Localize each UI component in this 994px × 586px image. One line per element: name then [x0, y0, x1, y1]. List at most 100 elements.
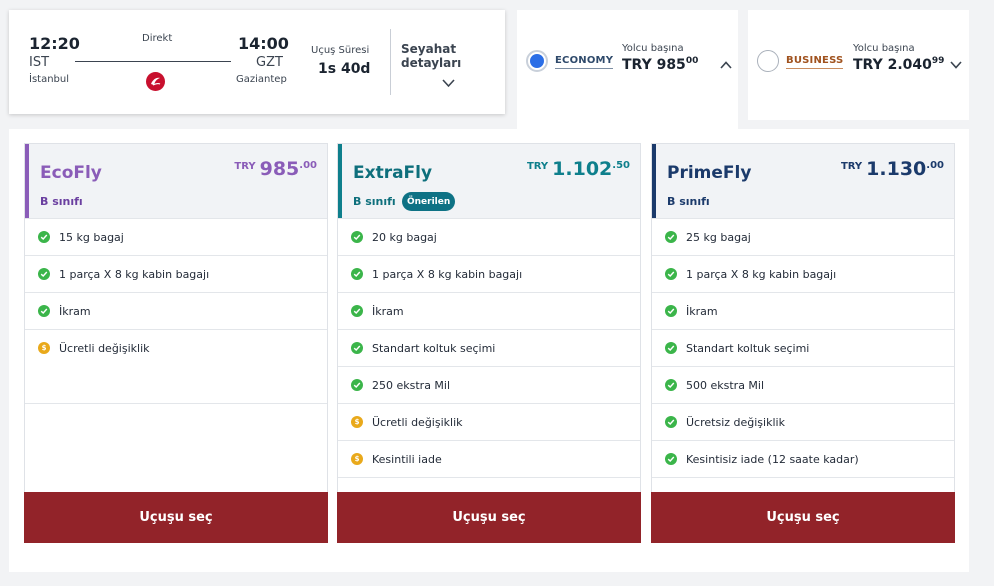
check-icon [351, 268, 363, 280]
cabin-option-economy[interactable]: ECONOMY Yolcu başına TRY 98500 [517, 10, 738, 130]
economy-radio[interactable] [526, 50, 548, 72]
fare-currency: TRY [840, 161, 863, 172]
select-flight-button[interactable]: Uçuşu seç [24, 492, 328, 543]
chevron-up-icon[interactable] [720, 54, 732, 73]
fare-card-ecofly: EcoFly B sınıfı TRY 985 .00 15 kg bagaj … [24, 143, 328, 543]
select-flight-button[interactable]: Uçuşu seç [337, 492, 641, 543]
feature-item: 15 kg bagaj [25, 218, 327, 255]
fare-header: PrimeFly B sınıfı TRY 1.130 .00 [652, 144, 954, 218]
feature-item: 20 kg bagaj [338, 218, 640, 255]
feature-text: 1 parça X 8 kg kabin bagajı [59, 267, 210, 281]
business-radio[interactable] [757, 50, 779, 72]
fare-currency: TRY [234, 161, 256, 172]
economy-price-main: TRY 985 [622, 57, 686, 73]
turkish-airlines-logo-icon [146, 72, 165, 91]
feature-text: Kesintisiz iade (12 saate kadar) [686, 452, 859, 466]
fare-price-decimal: .00 [299, 160, 317, 171]
arrival-time: 14:00 [238, 34, 289, 53]
check-icon [38, 268, 50, 280]
feature-item: Standart koltuk seçimi [338, 329, 640, 366]
departure-code: IST [29, 55, 50, 70]
divider [652, 477, 954, 478]
duration-value: 1s 40d [318, 61, 371, 77]
fare-price: TRY 1.102 .50 [527, 159, 630, 179]
business-price-decimal: 99 [931, 56, 945, 66]
check-icon [665, 268, 677, 280]
feature-item: İkram [338, 292, 640, 329]
check-icon [38, 231, 50, 243]
feature-text: 500 ekstra Mil [686, 378, 765, 392]
feature-text: Ücretsiz değişiklik [686, 415, 785, 429]
fare-name: EcoFly [40, 163, 102, 183]
feature-text: 15 kg bagaj [59, 230, 124, 244]
arrival-code: GZT [256, 55, 283, 70]
fare-card-primefly: PrimeFly B sınıfı TRY 1.130 .00 25 kg ba… [651, 143, 955, 543]
divider [390, 29, 391, 95]
feature-text: Kesintili iade [372, 452, 442, 466]
check-icon [665, 342, 677, 354]
business-label: BUSINESS [786, 55, 844, 69]
fare-price-decimal: .00 [926, 160, 944, 171]
arrival-city: Gaziantep [236, 74, 287, 85]
fare-name: ExtraFly [353, 163, 433, 183]
check-icon [351, 305, 363, 317]
fee-coin-icon: $ [351, 453, 363, 465]
feature-text: İkram [686, 304, 718, 318]
fare-price-main: 1.130 [866, 158, 927, 180]
feature-text: 20 kg bagaj [372, 230, 437, 244]
business-price: TRY 2.04099 [853, 56, 945, 73]
flight-summary-card: 12:20 IST İstanbul Direkt 14:00 GZT Gazi… [9, 10, 505, 114]
fee-coin-icon: $ [38, 342, 50, 354]
check-icon [351, 342, 363, 354]
feature-item: Standart koltuk seçimi [652, 329, 954, 366]
divider [25, 403, 327, 404]
feature-item: 500 ekstra Mil [652, 366, 954, 403]
fare-price-main: 1.102 [552, 158, 613, 180]
check-icon [665, 305, 677, 317]
feature-item: 1 parça X 8 kg kabin bagajı [652, 255, 954, 292]
feature-text: 25 kg bagaj [686, 230, 751, 244]
feature-item: 25 kg bagaj [652, 218, 954, 255]
fee-coin-icon: $ [351, 416, 363, 428]
feature-text: Standart koltuk seçimi [372, 341, 496, 355]
route-line [75, 61, 231, 62]
feature-text: Ücretli değişiklik [59, 341, 150, 355]
per-passenger-label: Yolcu başına [853, 43, 915, 54]
feature-text: 250 ekstra Mil [372, 378, 451, 392]
chevron-down-icon[interactable] [442, 73, 455, 92]
departure-time: 12:20 [29, 34, 80, 53]
check-icon [665, 379, 677, 391]
cabin-option-business[interactable]: BUSINESS Yolcu başına TRY 2.04099 [748, 10, 969, 120]
fare-price: TRY 985 .00 [234, 159, 317, 179]
check-icon [665, 231, 677, 243]
fare-price: TRY 1.130 .00 [841, 159, 944, 179]
feature-item: Kesintisiz iade (12 saate kadar) [652, 440, 954, 477]
per-passenger-label: Yolcu başına [622, 43, 684, 54]
feature-item: $ Kesintili iade [338, 440, 640, 477]
chevron-down-icon[interactable] [950, 54, 962, 73]
fare-price-main: 985 [259, 158, 300, 180]
feature-item: $ Ücretli değişiklik [338, 403, 640, 440]
feature-item: 1 parça X 8 kg kabin bagajı [25, 255, 327, 292]
fare-currency: TRY [526, 161, 549, 172]
feature-text: 1 parça X 8 kg kabin bagajı [372, 267, 523, 281]
business-price-main: TRY 2.040 [853, 57, 932, 73]
feature-text: İkram [59, 304, 91, 318]
fare-class: B sınıfı [667, 195, 710, 208]
feature-item: Ücretsiz değişiklik [652, 403, 954, 440]
select-flight-button[interactable]: Uçuşu seç [651, 492, 955, 543]
fare-name: PrimeFly [667, 163, 752, 183]
check-icon [38, 305, 50, 317]
feature-item: 1 parça X 8 kg kabin bagajı [338, 255, 640, 292]
feature-item: $ Ücretli değişiklik [25, 329, 327, 366]
economy-price-decimal: 00 [685, 56, 699, 66]
feature-item: İkram [652, 292, 954, 329]
fare-header: EcoFly B sınıfı TRY 985 .00 [25, 144, 327, 218]
divider [338, 477, 640, 478]
fare-card-extrafly: ExtraFly B sınıfı Önerilen TRY 1.102 .50… [337, 143, 641, 543]
economy-price: TRY 98500 [622, 56, 699, 73]
feature-text: Ücretli değişiklik [372, 415, 463, 429]
feature-item: İkram [25, 292, 327, 329]
travel-details-link[interactable]: Seyahat detayları [401, 42, 462, 70]
check-icon [351, 379, 363, 391]
